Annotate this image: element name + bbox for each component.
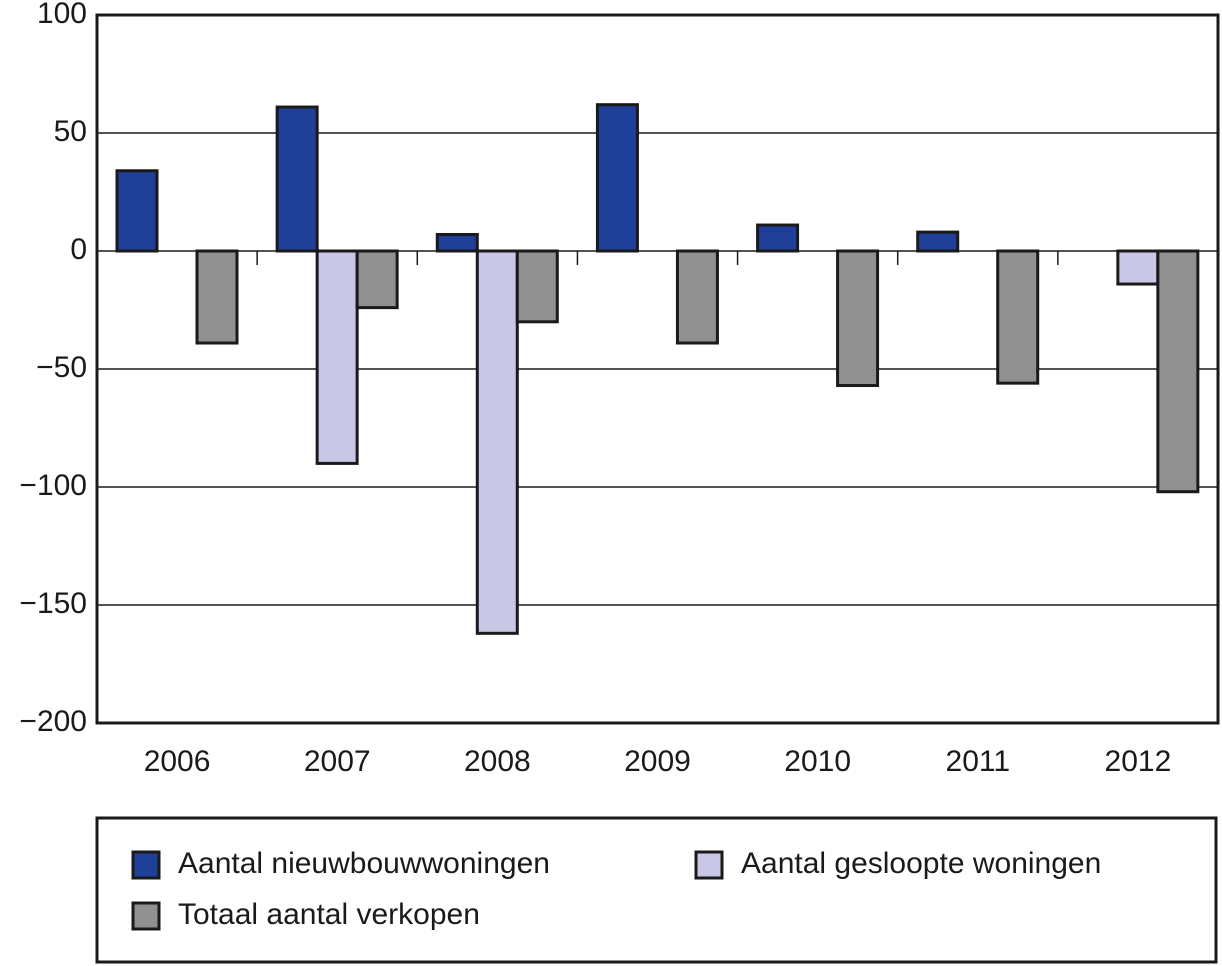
y-tick-label: 100 (37, 0, 87, 30)
legend-label: Aantal nieuwbouwwoningen (178, 847, 550, 880)
bar (916, 230, 960, 253)
x-tick-label: 2007 (304, 745, 371, 778)
legend-label: Totaal aantal verkopen (178, 898, 480, 931)
bar (1116, 249, 1160, 286)
legend-swatch (131, 850, 161, 880)
bar (115, 169, 159, 253)
bar (475, 249, 519, 635)
x-tick-label: 2006 (144, 745, 211, 778)
bar (515, 249, 559, 324)
bar (996, 249, 1040, 385)
x-tick-label: 2012 (1105, 745, 1172, 778)
bar (756, 223, 800, 253)
legend-swatch (694, 850, 724, 880)
bar (675, 249, 719, 345)
y-tick-label: −150 (19, 587, 87, 620)
bar (355, 249, 399, 310)
y-tick-label: −50 (36, 351, 87, 384)
legend-swatch (131, 901, 161, 931)
bar (435, 232, 479, 253)
plot-frame (95, 13, 1220, 725)
bar (595, 103, 639, 253)
bar (195, 249, 239, 345)
x-tick-label: 2011 (946, 745, 1011, 778)
bar (275, 105, 319, 253)
y-tick-label: 0 (70, 233, 87, 266)
y-tick-label: −100 (19, 469, 87, 502)
legend-box (95, 816, 1218, 964)
x-tick-label: 2010 (784, 745, 851, 778)
bar (315, 249, 359, 465)
x-tick-label: 2008 (464, 745, 531, 778)
y-tick-label: 50 (54, 115, 87, 148)
bar (836, 249, 880, 388)
legend-label: Aantal gesloopte woningen (741, 847, 1101, 880)
bar (1156, 249, 1200, 494)
y-tick-label: −200 (19, 705, 87, 738)
x-tick-label: 2009 (624, 745, 691, 778)
